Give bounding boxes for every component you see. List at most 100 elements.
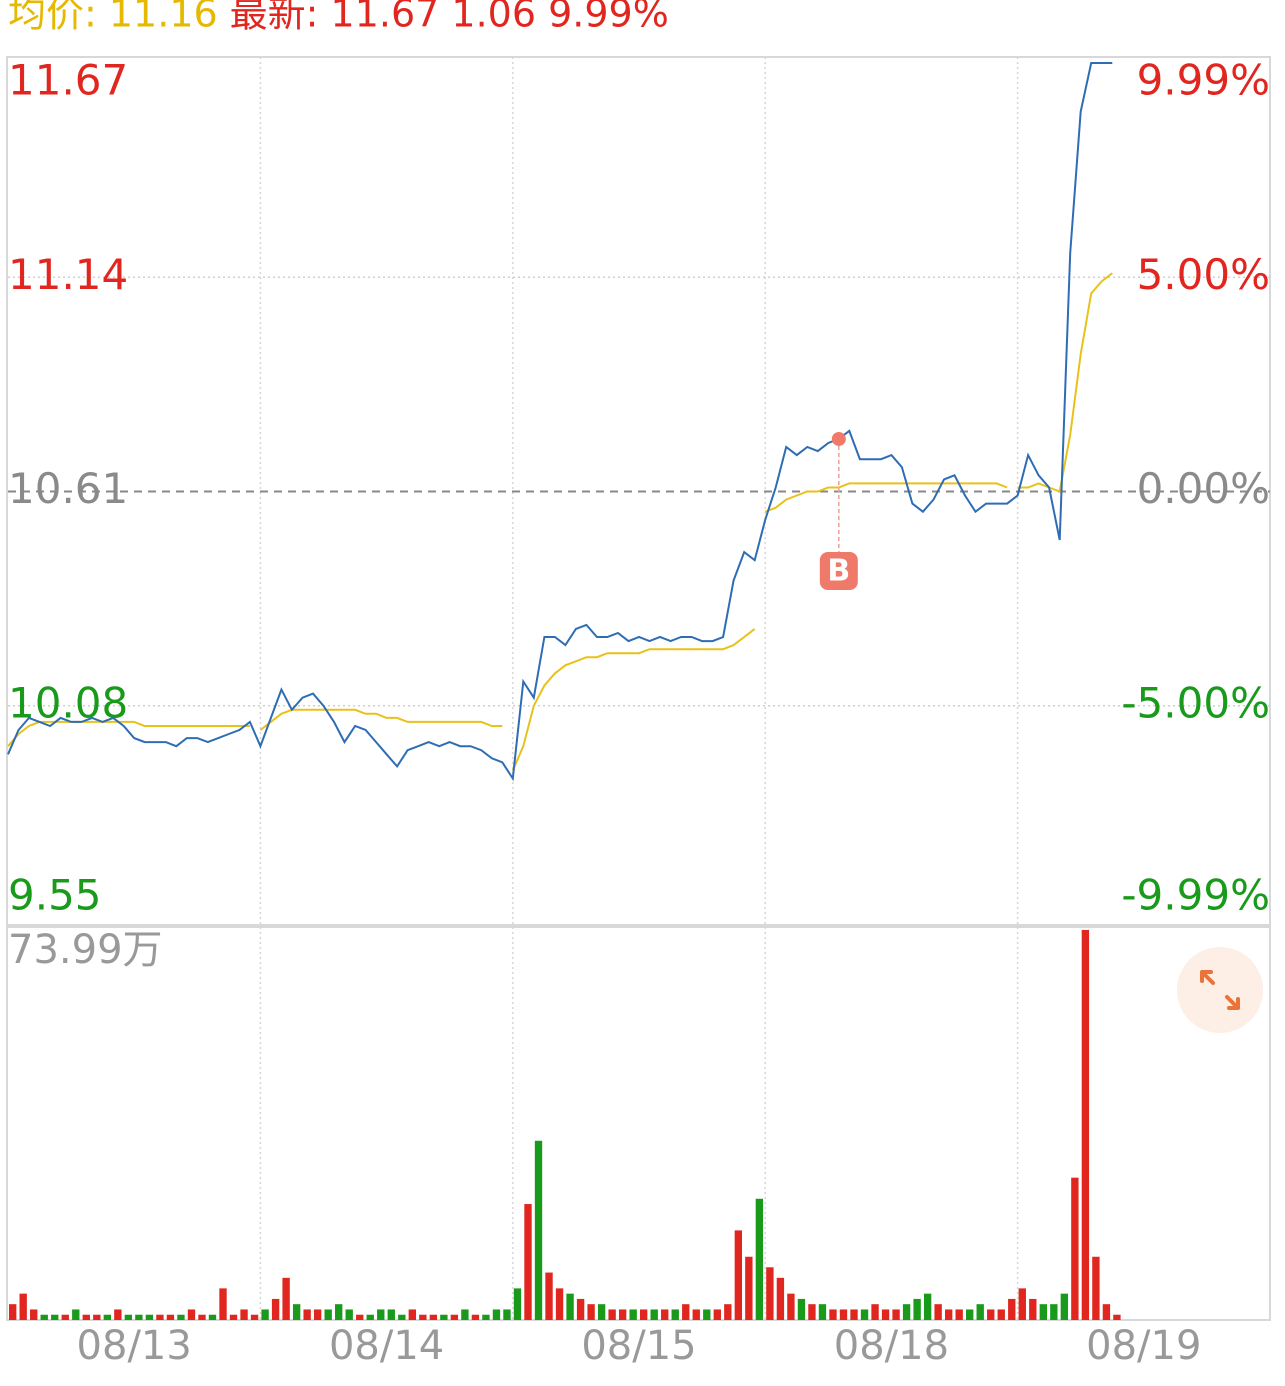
volume-bar (177, 1314, 185, 1320)
y2-tick-label: -9.99% (1121, 871, 1270, 920)
series-line (7, 62, 1113, 782)
volume-bar (187, 1309, 196, 1320)
series-line (764, 482, 1008, 513)
volume-bar (881, 1309, 890, 1320)
volume-bar (82, 1314, 90, 1320)
volume-bar (976, 1304, 984, 1320)
series-line (511, 628, 756, 771)
volume-frame (6, 926, 1271, 1321)
volume-bar (208, 1314, 217, 1320)
expand-button[interactable] (1177, 947, 1263, 1033)
volume-bar (618, 1309, 627, 1320)
volume-bar (492, 1309, 501, 1320)
volume-bar (997, 1309, 1005, 1320)
volume-bar (124, 1314, 133, 1320)
volume-bar (987, 1309, 995, 1320)
volume-bar (450, 1314, 459, 1320)
annotation-text: B (827, 554, 850, 589)
volume-bar (156, 1314, 164, 1320)
header-text: 最新: 11.67 1.06 9.99% (230, 0, 669, 36)
volume-bar (829, 1309, 837, 1320)
volume-bar (682, 1304, 690, 1320)
volume-bar (292, 1304, 301, 1320)
volume-bar (1008, 1298, 1016, 1320)
volume-bar (902, 1304, 911, 1320)
x-tick-label: 08/14 (329, 1323, 444, 1369)
x-tick-label: 08/13 (77, 1323, 192, 1369)
volume-bar (913, 1298, 921, 1320)
volume-bar (566, 1293, 574, 1320)
volume-bar (797, 1298, 806, 1320)
y2-tick-label: 5.00% (1137, 250, 1270, 299)
volume-bar (1050, 1304, 1058, 1320)
volume-bar (934, 1304, 942, 1320)
volume-bar (871, 1304, 879, 1320)
volume-tick-label: 73.99万 (8, 927, 163, 973)
volume-bar (335, 1304, 343, 1320)
volume-bar (93, 1314, 101, 1320)
volume-bar (229, 1314, 238, 1320)
volume-bar (587, 1304, 595, 1320)
expand-icon (1200, 970, 1240, 1010)
volume-bar (471, 1314, 480, 1320)
volume-bar (72, 1309, 80, 1320)
volume-bar (713, 1309, 721, 1320)
volume-bar (271, 1298, 280, 1320)
y-tick-label: 10.61 (8, 464, 128, 513)
volume-bar (135, 1314, 143, 1320)
x-tick-label: 08/15 (581, 1323, 696, 1369)
volume-bar (850, 1309, 858, 1320)
volume-bar (808, 1304, 816, 1320)
volume-bar (734, 1230, 743, 1320)
volume-bar (219, 1288, 227, 1320)
volume-bar (1102, 1304, 1111, 1320)
volume-bar (440, 1314, 448, 1320)
volume-bar (30, 1309, 38, 1320)
volume-bar (19, 1293, 27, 1320)
volume-bar (429, 1314, 438, 1320)
volume-bar (534, 1140, 543, 1320)
volume-bar (103, 1314, 112, 1320)
volume-bar (1113, 1314, 1121, 1320)
volume-bar (198, 1314, 206, 1320)
volume-bar (482, 1314, 490, 1320)
volume-bar (1071, 1177, 1079, 1320)
volume-bar (282, 1277, 290, 1320)
x-tick-label: 08/18 (834, 1323, 949, 1369)
volume-bar (524, 1204, 532, 1320)
volume-bar (303, 1309, 311, 1320)
volume-bar (240, 1309, 248, 1320)
volume-bar (51, 1314, 59, 1320)
volume-bar (40, 1314, 48, 1320)
volume-bar (692, 1309, 700, 1320)
volume-bar (356, 1314, 364, 1320)
volume-bar (377, 1309, 385, 1320)
volume-bar (966, 1309, 974, 1320)
volume-bar (9, 1304, 17, 1320)
volume-bar (629, 1309, 637, 1320)
y2-tick-label: 9.99% (1137, 56, 1270, 105)
volume-bar (650, 1309, 658, 1320)
volume-bar (419, 1314, 427, 1320)
volume-bar (145, 1314, 154, 1320)
volume-bar (545, 1272, 553, 1320)
volume-bar (923, 1293, 932, 1320)
volume-bar (955, 1309, 963, 1320)
volume-bar (597, 1304, 606, 1320)
volume-bar (766, 1267, 774, 1320)
expand-bg (1177, 947, 1263, 1033)
volume-bar (745, 1256, 753, 1320)
volume-bar (776, 1277, 785, 1320)
volume-bar (671, 1309, 679, 1320)
volume-bar (461, 1309, 469, 1320)
volume-bar (345, 1309, 353, 1320)
y2-tick-label: -5.00% (1121, 678, 1270, 727)
volume-bar (555, 1288, 564, 1320)
y2-tick-label: 0.00% (1137, 464, 1270, 513)
volume-bar (1029, 1298, 1037, 1320)
x-tick-label: 08/19 (1086, 1323, 1201, 1369)
header-text: 均价: 11.16 (8, 0, 218, 36)
volume-bar (408, 1309, 416, 1320)
volume-bar (250, 1314, 259, 1320)
volume-bar (324, 1309, 332, 1320)
